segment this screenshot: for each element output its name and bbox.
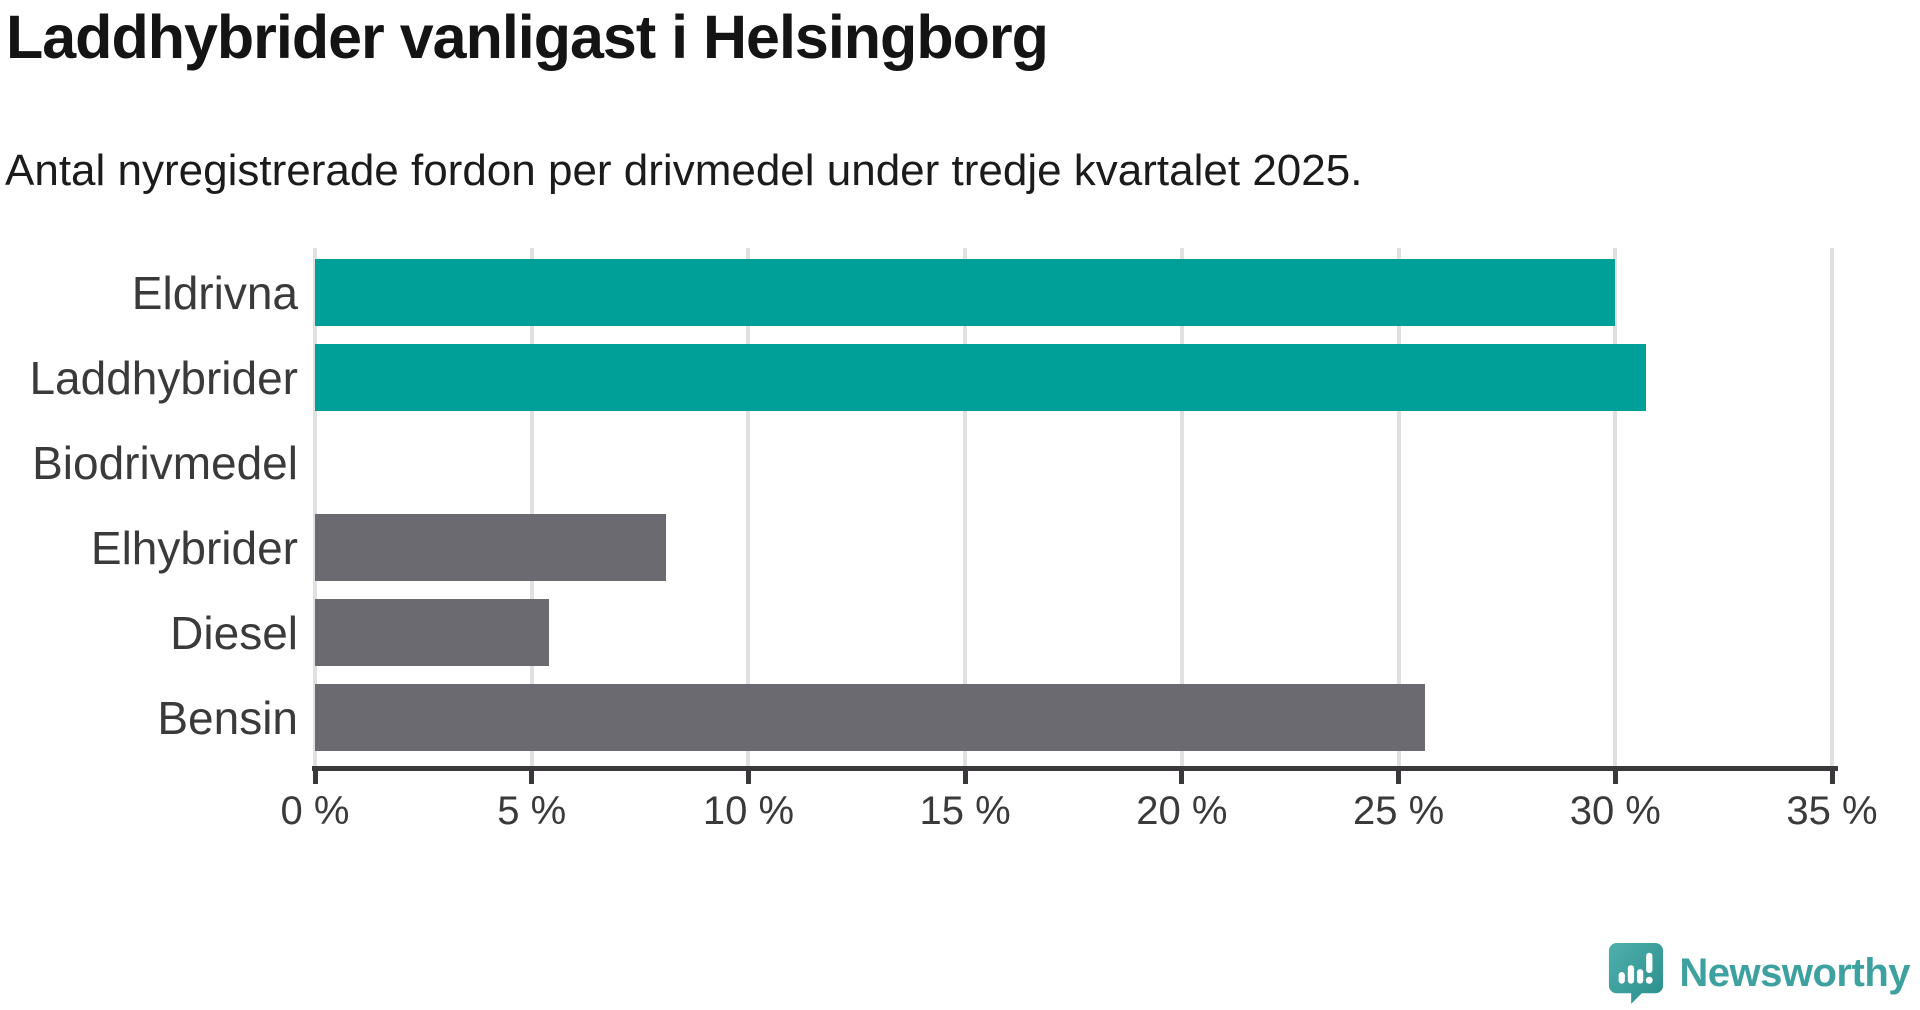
gridline <box>746 248 751 766</box>
bar <box>315 599 550 666</box>
category-label: Eldrivna <box>131 266 298 319</box>
x-tick <box>1829 771 1835 784</box>
x-tick <box>312 771 318 784</box>
category-label: Bensin <box>157 691 298 744</box>
bar <box>315 684 1425 751</box>
x-tick <box>745 771 751 784</box>
gridline <box>1179 248 1184 766</box>
category-label: Diesel <box>170 606 298 659</box>
gridline <box>529 248 534 766</box>
category-label: Biodrivmedel <box>32 436 298 489</box>
gridline <box>1396 248 1401 766</box>
bar <box>315 344 1646 411</box>
newsworthy-logo-icon <box>1607 942 1665 1004</box>
x-axis-line <box>312 766 1838 771</box>
chart-subtitle: Antal nyregistrerade fordon per drivmede… <box>5 146 1363 195</box>
bar <box>315 514 667 581</box>
x-tick <box>962 771 968 784</box>
x-tick-label: 10 % <box>702 789 795 833</box>
x-tick-label: 35 % <box>1786 789 1878 833</box>
x-tick <box>1612 771 1618 784</box>
x-tick-label: 30 % <box>1569 789 1661 833</box>
category-label: Laddhybrider <box>29 351 298 404</box>
x-tick <box>1179 771 1185 784</box>
gridline <box>313 248 317 766</box>
x-tick <box>529 771 535 784</box>
x-tick-label: 15 % <box>919 789 1011 833</box>
chart-title: Laddhybrider vanligast i Helsingborg <box>6 3 1049 71</box>
category-label: Elhybrider <box>90 521 298 574</box>
x-tick-label: 5 % <box>497 789 567 833</box>
gridline <box>1830 248 1834 766</box>
gridline <box>1613 248 1618 766</box>
newsworthy-logo: Newsworthy <box>1607 942 1910 1004</box>
bar <box>315 259 1616 326</box>
gridline <box>963 248 968 766</box>
x-tick-label: 25 % <box>1352 789 1445 833</box>
newsworthy-logo-text: Newsworthy <box>1679 950 1910 995</box>
x-tick-label: 20 % <box>1136 789 1228 833</box>
x-tick-label: 0 % <box>280 789 350 833</box>
x-tick <box>1396 771 1402 784</box>
